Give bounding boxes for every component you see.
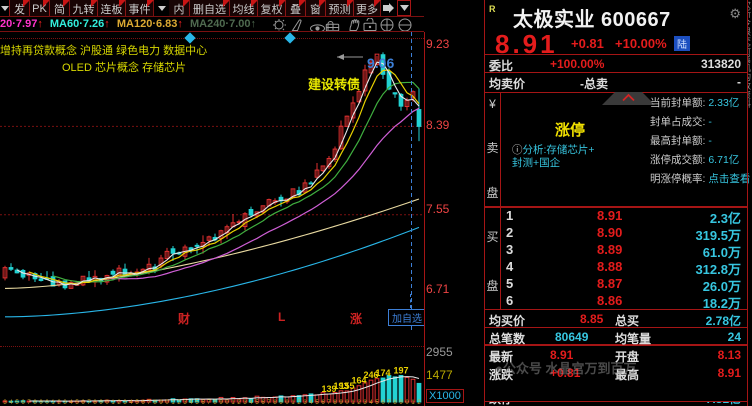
svg-text:197: 197 (393, 366, 408, 376)
svg-text:174: 174 (375, 368, 390, 378)
